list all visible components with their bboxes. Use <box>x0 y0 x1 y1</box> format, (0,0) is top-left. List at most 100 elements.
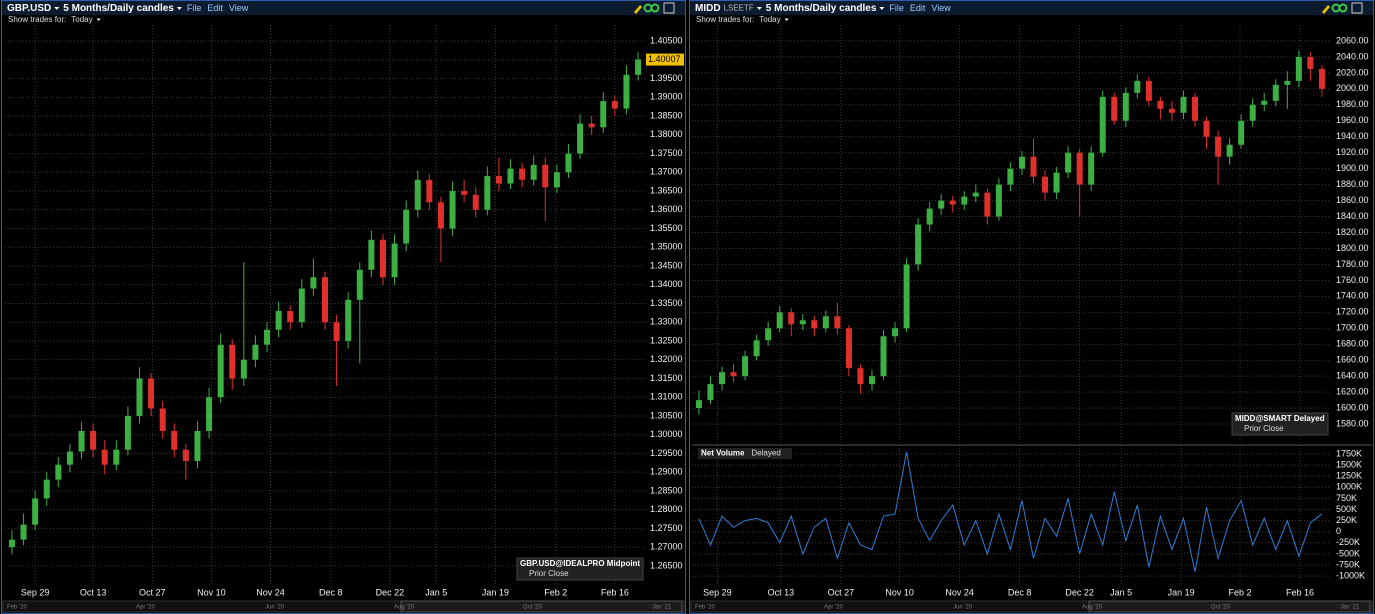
y-tick-label: 250K <box>1336 515 1357 525</box>
period[interactable]: 5 Months/Daily candles <box>63 3 174 14</box>
candle-body <box>834 316 841 329</box>
y-tick-label: 1.35500 <box>650 223 683 233</box>
y-tick-label: -750K <box>1336 559 1360 569</box>
period[interactable]: 5 Months/Daily candles <box>766 3 877 14</box>
candle-body <box>298 288 305 323</box>
candle-body <box>857 368 864 385</box>
menu-item[interactable]: File <box>889 3 904 13</box>
candle-body <box>472 194 479 210</box>
y-tick-label: 1.38500 <box>650 110 683 120</box>
candle-body <box>356 269 363 300</box>
x-tick-label: Nov 24 <box>945 587 974 597</box>
symbol[interactable]: GBP.USD <box>7 3 51 14</box>
y-tick-label: 1880.00 <box>1336 179 1369 189</box>
dropdown-icon <box>176 7 182 10</box>
x-tick-label: Jan 19 <box>482 587 509 597</box>
candle-body <box>229 344 236 379</box>
candle-body <box>742 356 749 377</box>
navigator-thumb[interactable] <box>1088 600 1371 613</box>
symbol[interactable]: MIDD <box>695 3 721 14</box>
y-tick-label: 1940.00 <box>1336 131 1369 141</box>
y-tick-label: 1980.00 <box>1336 99 1369 109</box>
show-trades-value[interactable]: Today <box>71 15 92 24</box>
candle-body <box>553 172 560 188</box>
candle-body <box>287 310 294 323</box>
menu-item[interactable]: View <box>229 3 249 13</box>
candle-body <box>252 344 259 360</box>
menu-item[interactable]: Edit <box>207 3 223 13</box>
candle-body <box>171 430 178 450</box>
candle-body <box>765 328 772 341</box>
x-tick-label: Feb 16 <box>601 587 629 597</box>
navigator <box>2 600 685 613</box>
candle-body <box>449 191 456 229</box>
title-bar <box>2 1 685 15</box>
x-tick-label: Feb 16 <box>1286 587 1314 597</box>
candle-body <box>565 153 572 173</box>
y-tick-label: 1760.00 <box>1336 275 1369 285</box>
y-tick-label: 1.29000 <box>650 467 683 477</box>
candle-body <box>426 179 433 203</box>
show-trades-value[interactable]: Today <box>759 15 780 24</box>
x-tick-label: Dec 22 <box>376 587 405 597</box>
candle-body <box>880 336 887 377</box>
candle-body <box>206 397 213 431</box>
y-tick-label: 2040.00 <box>1336 51 1369 61</box>
candle-body <box>1203 120 1210 137</box>
candle-body <box>461 191 468 195</box>
candle-body <box>507 168 514 184</box>
y-tick-label: 1.37500 <box>650 148 683 158</box>
candle-body <box>240 359 247 379</box>
last-price-label: 1.40007 <box>648 54 681 64</box>
navigator-label: Jan '21 <box>652 605 672 611</box>
candle-body <box>495 176 502 184</box>
y-tick-label: 1620.00 <box>1336 386 1369 396</box>
navigator-label: Oct '20 <box>1211 605 1230 611</box>
y-tick-label: 1.28000 <box>650 504 683 514</box>
volume-title: Net Volume <box>701 449 745 458</box>
candle-body <box>1122 92 1129 121</box>
y-tick-label: 1680.00 <box>1336 339 1369 349</box>
y-tick-label: 1.37000 <box>650 167 683 177</box>
candle-body <box>414 179 421 210</box>
edit-icon <box>634 5 642 14</box>
candle-body <box>101 449 108 465</box>
candle-body <box>1192 96 1199 121</box>
candle-body <box>182 449 189 461</box>
candle-body <box>972 192 979 197</box>
candle-body <box>995 184 1002 217</box>
candle-body <box>148 378 155 409</box>
window-button[interactable] <box>663 2 675 14</box>
y-tick-label: 1.32000 <box>650 354 683 364</box>
dropdown-icon <box>879 7 885 10</box>
y-tick-label: 1.31500 <box>650 373 683 383</box>
menu-item[interactable]: File <box>187 3 202 13</box>
y-tick-label: 2000.00 <box>1336 83 1369 93</box>
candle-body <box>753 340 760 357</box>
y-tick-label: 0 <box>1336 526 1341 536</box>
y-tick-label: -250K <box>1336 537 1360 547</box>
candle-body <box>892 328 899 337</box>
last-price-tag <box>646 53 684 66</box>
link-icon <box>650 3 660 13</box>
navigator-thumb[interactable] <box>400 600 683 613</box>
candle-body <box>20 524 27 540</box>
y-tick-label: 1.28500 <box>650 485 683 495</box>
legend-box <box>1231 412 1329 436</box>
show-trades-label: Show trades for: <box>696 15 754 24</box>
y-tick-label: 1700.00 <box>1336 323 1369 333</box>
candle-body <box>984 192 991 217</box>
legend-prior-close: Prior Close <box>529 569 569 578</box>
candle-body <box>1007 168 1014 185</box>
navigator <box>690 600 1373 613</box>
y-tick-label: 1800.00 <box>1336 243 1369 253</box>
candle-body <box>707 384 714 401</box>
candle-body <box>333 322 340 341</box>
menu-item[interactable]: Edit <box>910 3 926 13</box>
candle-body <box>1111 96 1118 121</box>
menu-item[interactable]: View <box>931 3 951 13</box>
y-tick-label: 1.39500 <box>650 73 683 83</box>
exchange[interactable]: LSEETF <box>724 4 754 13</box>
panel-frame <box>1 0 686 614</box>
window-button[interactable] <box>1351 2 1363 14</box>
